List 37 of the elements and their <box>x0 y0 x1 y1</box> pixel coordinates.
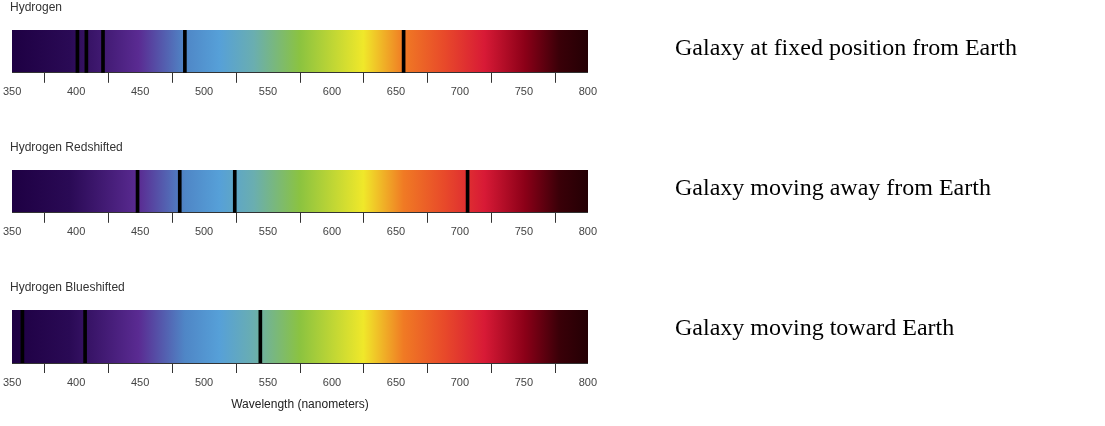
x-tick-label: 550 <box>258 85 278 98</box>
x-tick-label: 700 <box>450 375 470 388</box>
x-tick-label: 750 <box>514 375 534 388</box>
x-tick-label: 650 <box>386 225 406 238</box>
x-tick-label: 800 <box>578 85 597 98</box>
x-tick-label: 450 <box>130 225 150 238</box>
x-tick-label: 550 <box>258 225 278 238</box>
x-tick-label: 600 <box>322 85 342 98</box>
x-tick-label: 800 <box>578 225 597 238</box>
x-tick-label: 350 <box>3 375 22 388</box>
text: Galaxy at fixed position from Earth <box>675 34 1017 61</box>
x-tick-label: 600 <box>322 225 342 238</box>
x-tick-label: 750 <box>514 85 534 98</box>
x-tick-label: 400 <box>66 225 86 238</box>
x-tick-label: 350 <box>3 85 22 98</box>
x-tick-label: 800 <box>578 375 597 388</box>
x-tick-label: 600 <box>322 375 342 388</box>
x-axis-title: Wavelength (nanometers) <box>231 397 369 412</box>
x-tick-label: 350 <box>3 225 22 238</box>
x-tick-label: 750 <box>514 225 534 238</box>
x-tick-label: 700 <box>450 225 470 238</box>
x-tick-label: 400 <box>66 85 86 98</box>
x-tick-label: 700 <box>450 85 470 98</box>
x-tick-label: 650 <box>386 375 406 388</box>
x-tick-label: 500 <box>194 375 214 388</box>
x-tick-label: 400 <box>66 375 86 388</box>
chart-title: Hydrogen Redshifted <box>10 140 123 154</box>
x-tick-label: 450 <box>130 375 150 388</box>
text: Galaxy moving away from Earth <box>675 174 991 201</box>
text: Galaxy moving toward Earth <box>675 314 955 341</box>
x-tick-label: 500 <box>194 225 214 238</box>
chart-title: Hydrogen <box>10 0 63 14</box>
x-tick-label: 450 <box>130 85 150 98</box>
x-tick-label: 550 <box>258 375 278 388</box>
chart-title: Hydrogen Blueshifted <box>10 280 125 294</box>
x-tick-label: 500 <box>194 85 214 98</box>
x-tick-label: 650 <box>386 85 406 98</box>
